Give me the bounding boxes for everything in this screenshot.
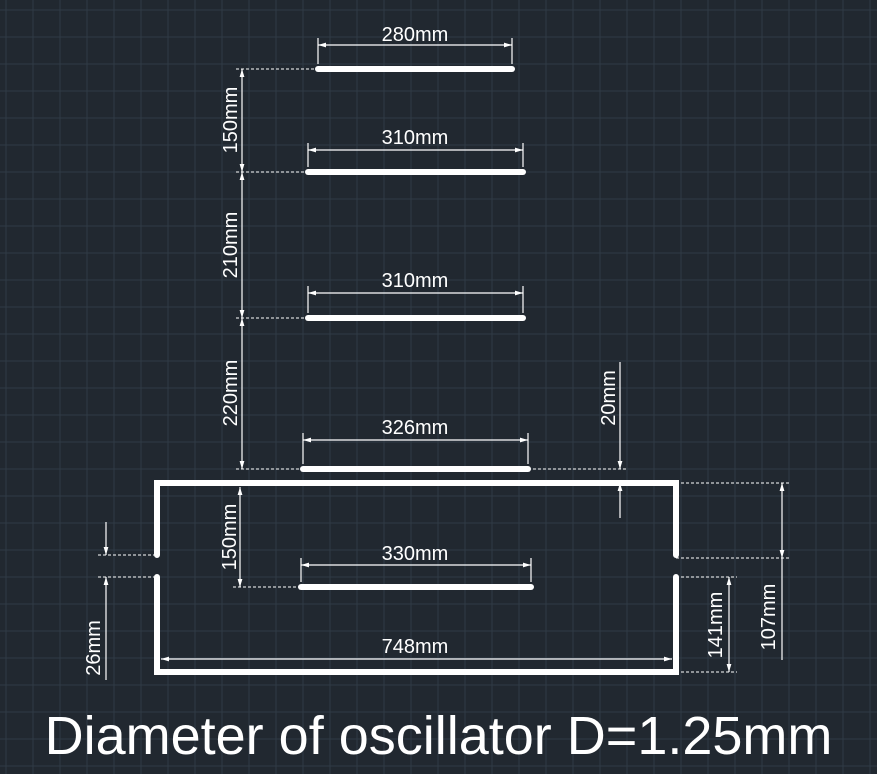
dim-label-element-2: 310mm [382, 127, 449, 149]
dim-label-element-4: 326mm [382, 417, 449, 439]
caption: Diameter of oscillator D=1.25mm [44, 706, 833, 766]
dim-label-spacing-3-4: 220mm [220, 360, 242, 427]
dim-label-right-height: 107mm [758, 584, 780, 651]
frame-element [154, 480, 679, 675]
dim-label-element-3: 310mm [382, 270, 449, 292]
dim-label-lower-height: 141mm [705, 592, 727, 659]
dim-label-frame-gap: 20mm [598, 370, 620, 426]
dim-label-feed-gap: 26mm [83, 620, 105, 676]
dim-label-frame-width: 748mm [382, 636, 449, 658]
dim-label-spacing-2-3: 210mm [220, 212, 242, 279]
dim-label-element-5: 330mm [382, 543, 449, 565]
dim-label-element-1: 280mm [382, 24, 449, 46]
dim-label-spacing-4-5: 150mm [219, 504, 241, 571]
dim-label-spacing-1-2: 150mm [220, 87, 242, 154]
